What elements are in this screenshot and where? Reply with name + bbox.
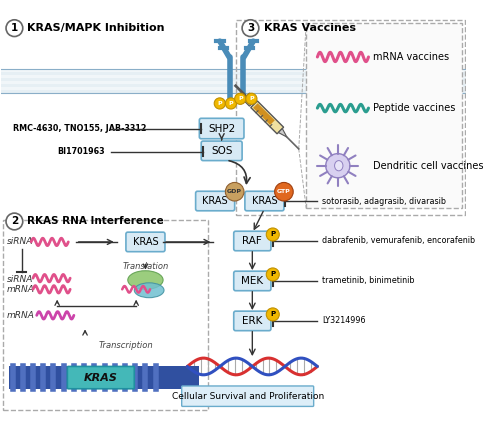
Polygon shape — [253, 103, 275, 125]
FancyBboxPatch shape — [234, 231, 271, 251]
Ellipse shape — [134, 283, 164, 298]
Text: P: P — [228, 101, 234, 106]
Bar — [2, 81, 466, 84]
Text: 3: 3 — [247, 23, 254, 33]
Circle shape — [242, 20, 259, 36]
Circle shape — [226, 182, 244, 201]
FancyBboxPatch shape — [200, 118, 244, 139]
Circle shape — [274, 182, 293, 201]
Text: KRAS: KRAS — [202, 196, 228, 206]
Text: siRNA: siRNA — [7, 237, 34, 246]
Text: 2: 2 — [11, 217, 18, 227]
Text: KRAS: KRAS — [132, 237, 158, 247]
Bar — [2, 84, 466, 87]
Text: P: P — [218, 101, 222, 106]
Bar — [2, 87, 466, 90]
FancyBboxPatch shape — [126, 232, 165, 252]
Text: Translation: Translation — [122, 262, 168, 271]
Text: siRNA: siRNA — [7, 275, 34, 284]
Text: Transcription: Transcription — [99, 341, 154, 350]
Text: RKAS RNA Interference: RKAS RNA Interference — [28, 217, 164, 227]
Text: Dendritic cell vaccines: Dendritic cell vaccines — [373, 161, 484, 171]
Text: trametinib, binimetinib: trametinib, binimetinib — [322, 276, 414, 285]
Text: RAF: RAF — [242, 236, 262, 246]
Circle shape — [266, 228, 280, 241]
Text: Cellular Survival and Proliferation: Cellular Survival and Proliferation — [172, 392, 324, 401]
Text: BI1701963: BI1701963 — [57, 147, 105, 156]
Text: P: P — [238, 96, 242, 101]
Text: KRAS Vaccines: KRAS Vaccines — [264, 23, 356, 33]
Bar — [9, 366, 200, 389]
Text: KRAS: KRAS — [252, 196, 277, 206]
Text: sotorasib, adagrasib, divarasib: sotorasib, adagrasib, divarasib — [322, 196, 446, 205]
Text: KRAS: KRAS — [84, 373, 118, 383]
Polygon shape — [251, 101, 284, 134]
Bar — [306, 23, 462, 208]
FancyBboxPatch shape — [201, 141, 242, 160]
Text: RMC-4630, TNO155, JAB-3312: RMC-4630, TNO155, JAB-3312 — [14, 124, 147, 133]
Polygon shape — [278, 129, 287, 137]
Circle shape — [266, 268, 280, 281]
Circle shape — [266, 308, 280, 321]
Text: 1: 1 — [11, 23, 18, 33]
Text: LY3214996: LY3214996 — [322, 317, 366, 326]
Circle shape — [6, 20, 23, 36]
Ellipse shape — [334, 160, 343, 171]
Text: SOS: SOS — [211, 146, 233, 156]
Circle shape — [234, 93, 246, 104]
Circle shape — [226, 98, 236, 109]
Text: ERK: ERK — [242, 316, 262, 326]
Circle shape — [246, 93, 257, 104]
Bar — [2, 75, 466, 78]
Circle shape — [214, 98, 226, 109]
FancyBboxPatch shape — [182, 386, 314, 406]
Text: mRNA: mRNA — [7, 285, 35, 294]
Text: MEK: MEK — [242, 276, 264, 286]
Text: Peptide vaccines: Peptide vaccines — [373, 103, 456, 113]
FancyBboxPatch shape — [68, 366, 134, 389]
FancyBboxPatch shape — [234, 271, 271, 291]
Text: P: P — [270, 272, 276, 278]
Text: mRNA: mRNA — [7, 311, 35, 320]
FancyBboxPatch shape — [234, 311, 271, 331]
Text: GDP: GDP — [227, 189, 242, 194]
Text: dabrafenib, vemurafenib, encorafenib: dabrafenib, vemurafenib, encorafenib — [322, 236, 475, 245]
Text: mRNA vaccines: mRNA vaccines — [373, 52, 450, 62]
Circle shape — [326, 154, 350, 178]
Text: P: P — [270, 232, 276, 238]
Polygon shape — [243, 93, 256, 106]
FancyBboxPatch shape — [196, 191, 234, 211]
Bar — [3, 220, 208, 410]
Text: SHP2: SHP2 — [208, 124, 236, 133]
Bar — [2, 78, 466, 81]
Text: P: P — [249, 96, 254, 101]
Text: KRAS/MAPK Inhibition: KRAS/MAPK Inhibition — [28, 23, 165, 33]
Bar — [236, 20, 465, 215]
Ellipse shape — [128, 271, 163, 289]
Circle shape — [6, 213, 23, 230]
FancyBboxPatch shape — [245, 191, 284, 211]
Bar — [2, 69, 466, 72]
Bar — [2, 90, 466, 93]
Text: GTP: GTP — [277, 189, 291, 194]
Text: P: P — [270, 311, 276, 317]
Bar — [2, 72, 466, 75]
